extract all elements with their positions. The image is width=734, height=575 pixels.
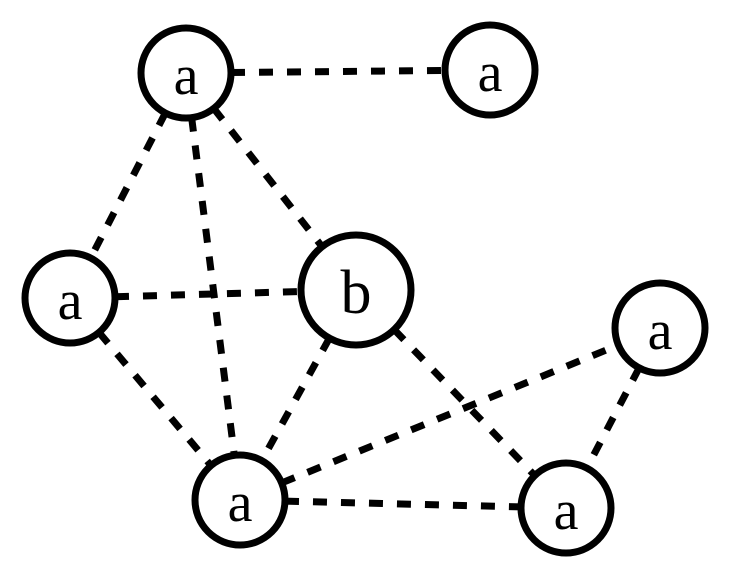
edge-a1-a5 [192, 118, 235, 456]
nodes-layer: a a a b a a a [25, 25, 705, 553]
node-a5: a [195, 455, 285, 545]
node-a1: a [141, 28, 231, 118]
edge-a1-a2 [231, 70, 445, 72]
edge-b-a5 [262, 338, 330, 460]
node-label-a3: a [58, 270, 83, 332]
node-label-a6: a [554, 480, 579, 542]
node-b: b [301, 235, 411, 345]
node-a3: a [25, 253, 115, 343]
node-label-a4: a [648, 300, 673, 362]
node-label-b: b [341, 259, 372, 327]
node-label-a1: a [174, 45, 199, 107]
edge-a1-a3 [91, 113, 166, 258]
network-diagram: a a a b a a a [0, 0, 734, 575]
edge-a3-b [115, 292, 301, 297]
node-a6: a [521, 463, 611, 553]
node-label-a5: a [228, 472, 253, 534]
node-a2: a [445, 25, 535, 115]
node-a4: a [615, 283, 705, 373]
node-label-a2: a [478, 42, 503, 104]
edge-a1-b [214, 108, 322, 246]
edge-a5-a6 [285, 501, 521, 507]
edge-a3-a5 [99, 332, 211, 465]
edge-a4-a6 [587, 368, 639, 468]
edge-b-a6 [394, 330, 535, 476]
